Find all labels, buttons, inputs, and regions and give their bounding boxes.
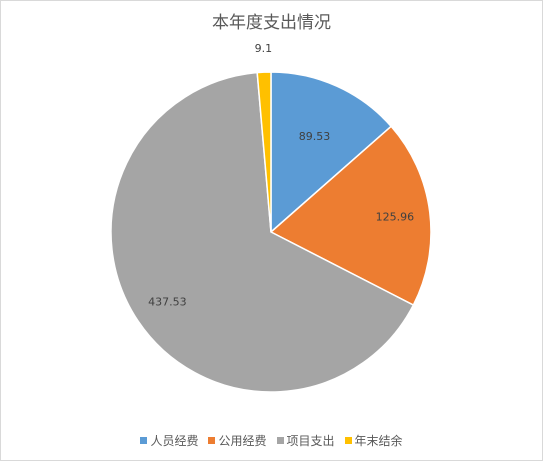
pie-slice-1 (269, 125, 432, 307)
pie-slice-2 (110, 71, 415, 393)
legend-item-0: 人员经费 (140, 432, 198, 449)
chart-title: 本年度支出情况 (212, 13, 331, 33)
data-label-2: 437.53 (148, 296, 187, 309)
chart-legend: 人员经费 公用经费 项目支出 年末结余 (0, 432, 543, 449)
pie-slice-3 (256, 71, 272, 233)
legend-label-2: 项目支出 (286, 434, 335, 448)
legend-item-2: 项目支出 (276, 432, 335, 449)
legend-item-3: 年末结余 (344, 432, 403, 449)
legend-swatch-0 (140, 437, 148, 444)
legend-item-1: 公用经费 (208, 432, 267, 449)
legend-label-3: 年末结余 (354, 434, 403, 448)
data-label-1: 125.96 (376, 211, 415, 224)
data-label-0: 89.53 (299, 130, 331, 143)
legend-swatch-2 (276, 437, 284, 444)
data-label-3: 9.1 (255, 42, 273, 55)
legend-label-1: 公用经费 (218, 434, 267, 448)
legend-swatch-3 (344, 437, 352, 444)
legend-swatch-1 (208, 437, 216, 444)
legend-label-0: 人员经费 (150, 434, 199, 448)
pie-slice-0 (270, 71, 393, 234)
